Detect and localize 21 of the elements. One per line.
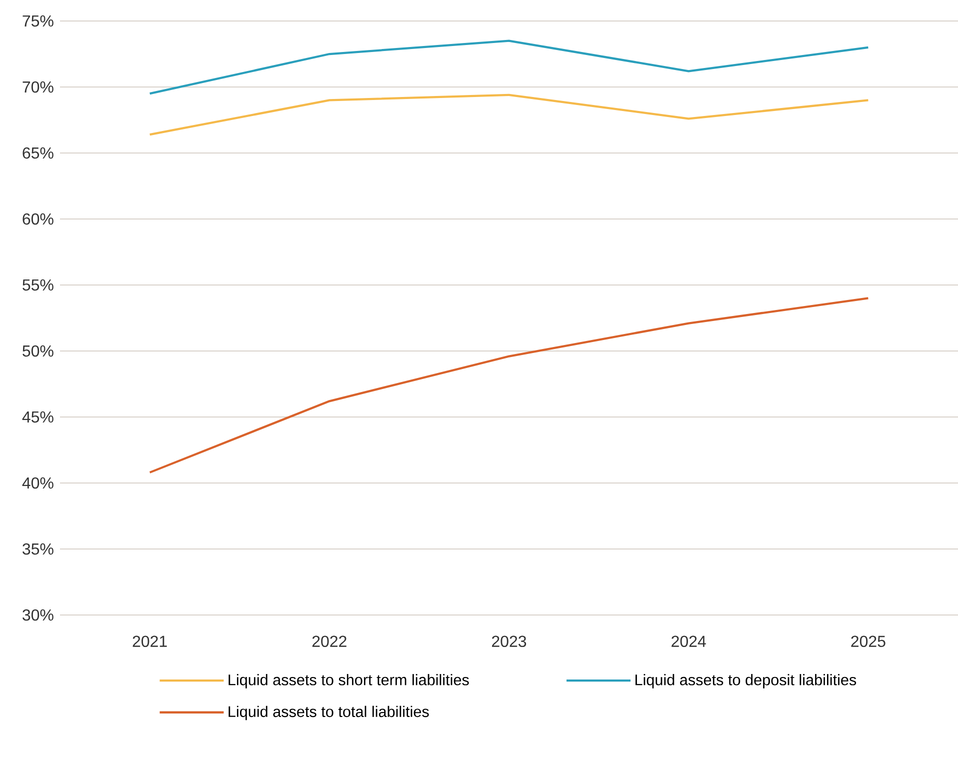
legend-label: Liquid assets to total liabilities	[228, 706, 429, 720]
x-tick-label: 2021	[132, 636, 167, 648]
line-series	[148, 297, 870, 474]
y-tick-label: 55%	[22, 279, 54, 291]
y-tick-label: 50%	[22, 345, 54, 357]
x-tick-label: 2025	[851, 636, 886, 648]
legend-label: Liquid assets to short term liabilities	[228, 674, 469, 688]
y-tick-label: 40%	[22, 477, 54, 489]
x-tick-label: 2024	[672, 636, 706, 648]
y-tick-label: 30%	[22, 609, 54, 621]
y-tick-label: 60%	[22, 213, 54, 225]
line-series	[148, 94, 870, 136]
y-tick-label: 65%	[22, 147, 54, 159]
x-tick-label: 2023	[492, 636, 526, 648]
y-tick-label: 45%	[22, 411, 54, 423]
line-series	[148, 40, 870, 95]
y-tick-label: 70%	[22, 81, 54, 93]
y-tick-label: 35%	[22, 543, 54, 555]
x-tick-label: 2022	[312, 636, 346, 648]
legend-label: Liquid assets to deposit liabilities	[636, 674, 856, 688]
y-tick-label: 75%	[22, 15, 54, 27]
